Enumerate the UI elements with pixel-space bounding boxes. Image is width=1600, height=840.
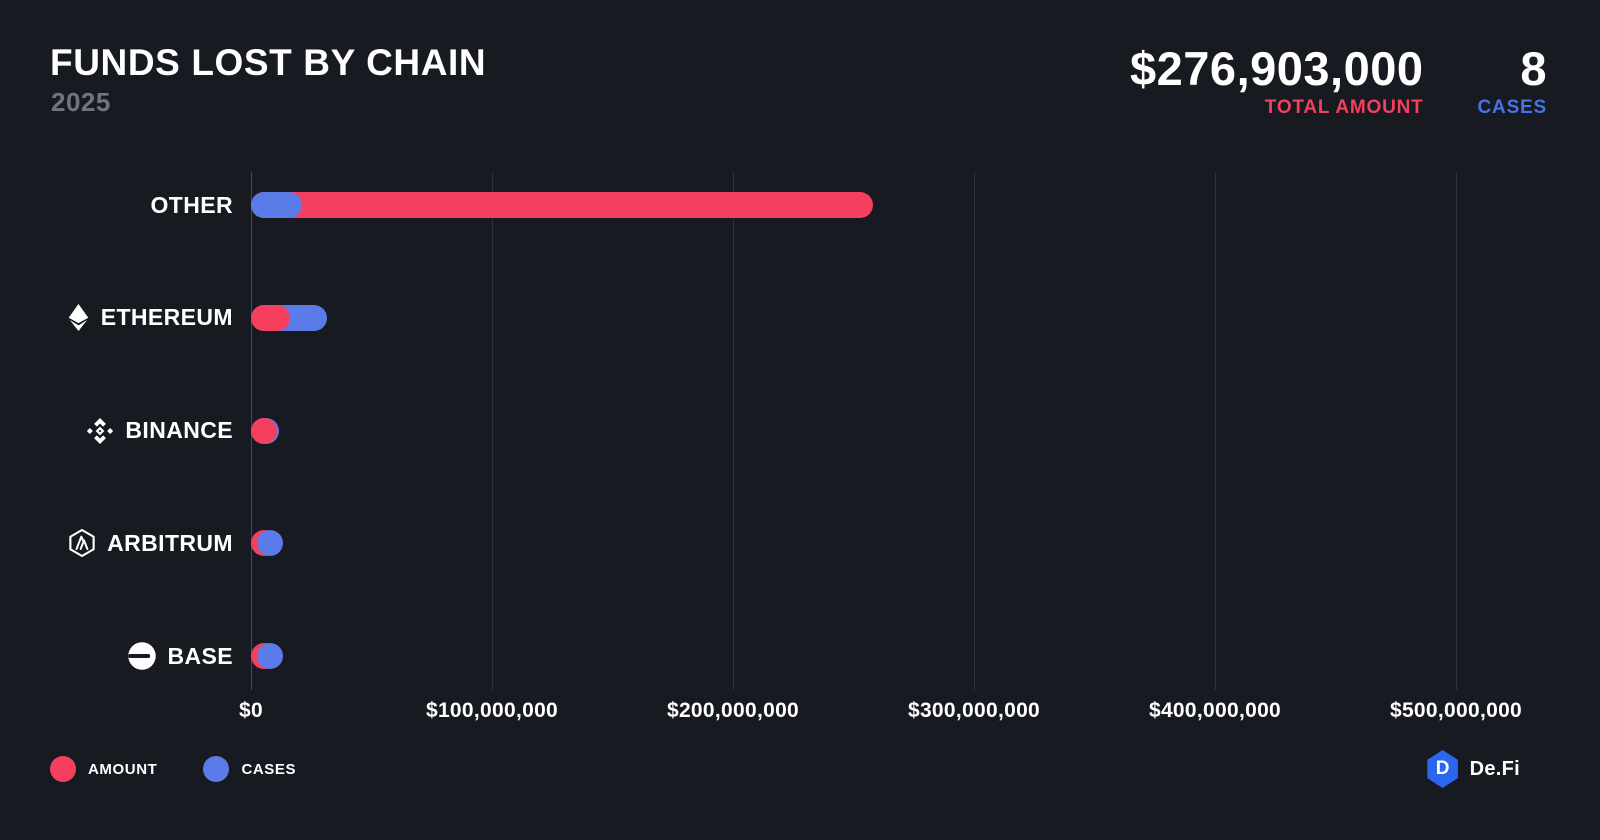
cases-value: 8	[1520, 42, 1547, 95]
chain-label-base: BASE	[0, 639, 233, 673]
gridline	[974, 172, 975, 690]
arbitrum-icon	[67, 528, 97, 558]
page-title: FUNDS LOST BY CHAIN	[50, 42, 487, 83]
ethereum-icon	[66, 303, 91, 332]
chain-label-ethereum: ETHEREUM	[0, 301, 233, 335]
summary-stats: $276,903,000 TOTAL AMOUNT 8 CASES	[1130, 44, 1547, 119]
total-amount-value: $276,903,000	[1130, 42, 1424, 95]
chain-name: OTHER	[150, 191, 233, 218]
chain-name: BASE	[167, 642, 233, 669]
defi-brand-logo: D De.Fi	[1426, 750, 1520, 788]
legend-cases-label: CASES	[241, 760, 297, 778]
x-tick-label: $0	[239, 699, 263, 722]
chart-legend: AMOUNT CASES	[50, 756, 296, 782]
cases-stat: 8 CASES	[1478, 44, 1547, 119]
x-tick-label: $200,000,000	[666, 699, 800, 722]
x-tick-label: $400,000,000	[1148, 699, 1282, 722]
defi-hexagon-icon: D	[1427, 750, 1458, 788]
cases-bar-other	[251, 192, 302, 218]
chain-name: ETHEREUM	[100, 304, 233, 331]
chain-label-arbitrum: ARBITRUM	[0, 526, 233, 560]
chain-label-other: OTHER	[0, 188, 233, 222]
total-amount-label: TOTAL AMOUNT	[1264, 97, 1424, 119]
amount-bar-ethereum	[251, 304, 290, 331]
cases-bar-base	[257, 643, 283, 669]
legend-item-cases: CASES	[203, 756, 296, 782]
legend-amount-label: AMOUNT	[88, 760, 158, 778]
legend-item-amount: AMOUNT	[50, 756, 157, 782]
chain-label-binance: BINANCE	[0, 414, 233, 448]
gridline	[1215, 172, 1216, 690]
amount-dot-icon	[50, 756, 76, 782]
subtitle-year: 2025	[51, 87, 111, 117]
x-tick-label: $300,000,000	[907, 699, 1041, 722]
base-icon	[127, 641, 157, 671]
cases-dot-icon	[203, 756, 230, 782]
binance-icon	[85, 416, 115, 446]
chain-name: ARBITRUM	[107, 529, 233, 556]
gridline	[1456, 172, 1457, 690]
x-tick-label: $500,000,000	[1389, 699, 1523, 722]
cases-label: CASES	[1477, 97, 1547, 119]
gridline	[492, 172, 493, 690]
brand-name: De.Fi	[1469, 757, 1520, 780]
gridline	[733, 172, 734, 690]
chain-name: BINANCE	[125, 417, 233, 443]
amount-bar-other	[251, 192, 873, 218]
total-amount-stat: $276,903,000 TOTAL AMOUNT	[1130, 44, 1424, 119]
amount-bar-binance	[251, 417, 277, 444]
x-tick-label: $100,000,000	[425, 699, 559, 722]
cases-bar-arbitrum	[257, 530, 283, 557]
